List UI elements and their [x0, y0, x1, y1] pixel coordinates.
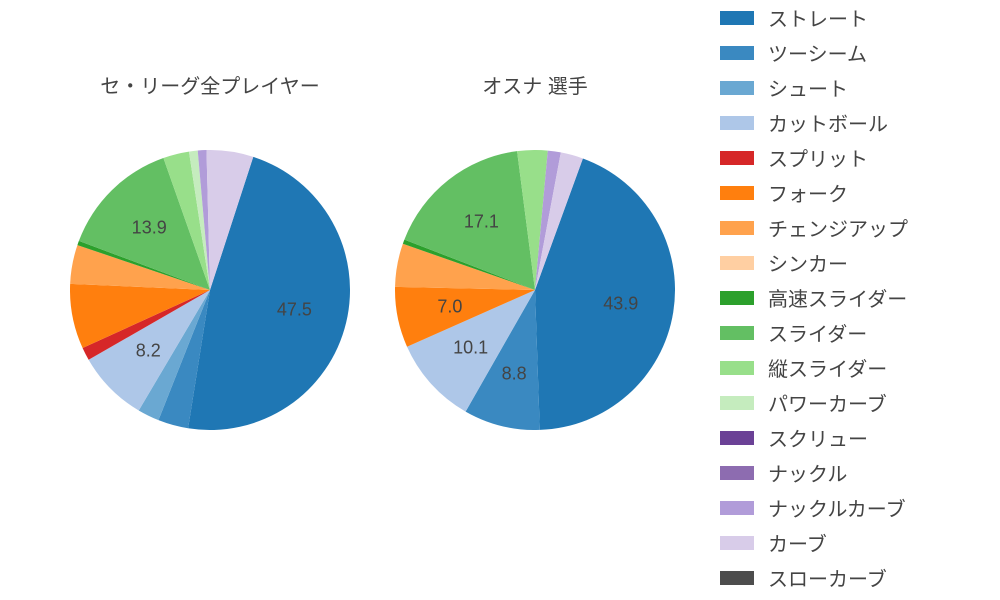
legend-label: ツーシーム [768, 38, 867, 67]
legend-swatch [720, 81, 754, 95]
chart-title: セ・リーグ全プレイヤー [70, 70, 350, 99]
legend-label: シンカー [768, 248, 848, 277]
legend-item: 縦スライダー [720, 350, 980, 385]
legend-label: ストレート [768, 3, 868, 32]
legend-label: フォーク [768, 178, 848, 207]
legend-label: 縦スライダー [768, 353, 887, 382]
legend: ストレートツーシームシュートカットボールスプリットフォークチェンジアップシンカー… [720, 0, 980, 595]
legend-swatch [720, 361, 754, 375]
legend-item: ナックルカーブ [720, 490, 980, 525]
legend-item: スクリュー [720, 420, 980, 455]
legend-label: カットボール [768, 108, 888, 137]
legend-label: スプリット [768, 143, 868, 172]
legend-item: スライダー [720, 315, 980, 350]
legend-label: スクリュー [768, 423, 868, 452]
legend-label: パワーカーブ [768, 388, 887, 417]
legend-label: ナックルカーブ [768, 493, 906, 522]
legend-swatch [720, 326, 754, 340]
legend-swatch [720, 116, 754, 130]
legend-item: シュート [720, 70, 980, 105]
legend-item: ツーシーム [720, 35, 980, 70]
legend-swatch [720, 11, 754, 25]
legend-swatch [720, 431, 754, 445]
legend-label: 高速スライダー [768, 283, 907, 312]
legend-label: カーブ [768, 528, 827, 557]
legend-swatch [720, 466, 754, 480]
legend-item: スローカーブ [720, 560, 980, 595]
pie-chart: 43.98.810.17.017.1 [395, 150, 675, 430]
legend-item: カットボール [720, 105, 980, 140]
chart-title: オスナ 選手 [395, 70, 675, 99]
legend-swatch [720, 151, 754, 165]
legend-swatch [720, 256, 754, 270]
pie-chart: 47.58.213.9 [70, 150, 350, 430]
legend-swatch [720, 46, 754, 60]
legend-swatch [720, 501, 754, 515]
legend-item: シンカー [720, 245, 980, 280]
legend-item: パワーカーブ [720, 385, 980, 420]
legend-label: スローカーブ [768, 563, 887, 592]
legend-item: フォーク [720, 175, 980, 210]
legend-item: スプリット [720, 140, 980, 175]
legend-item: カーブ [720, 525, 980, 560]
legend-swatch [720, 396, 754, 410]
legend-label: チェンジアップ [768, 213, 908, 242]
legend-item: チェンジアップ [720, 210, 980, 245]
legend-swatch [720, 291, 754, 305]
legend-item: ストレート [720, 0, 980, 35]
legend-swatch [720, 221, 754, 235]
legend-swatch [720, 186, 754, 200]
legend-item: 高速スライダー [720, 280, 980, 315]
legend-label: ナックル [768, 458, 847, 487]
legend-swatch [720, 536, 754, 550]
legend-item: ナックル [720, 455, 980, 490]
legend-label: シュート [768, 73, 848, 102]
legend-swatch [720, 571, 754, 585]
legend-label: スライダー [768, 318, 867, 347]
